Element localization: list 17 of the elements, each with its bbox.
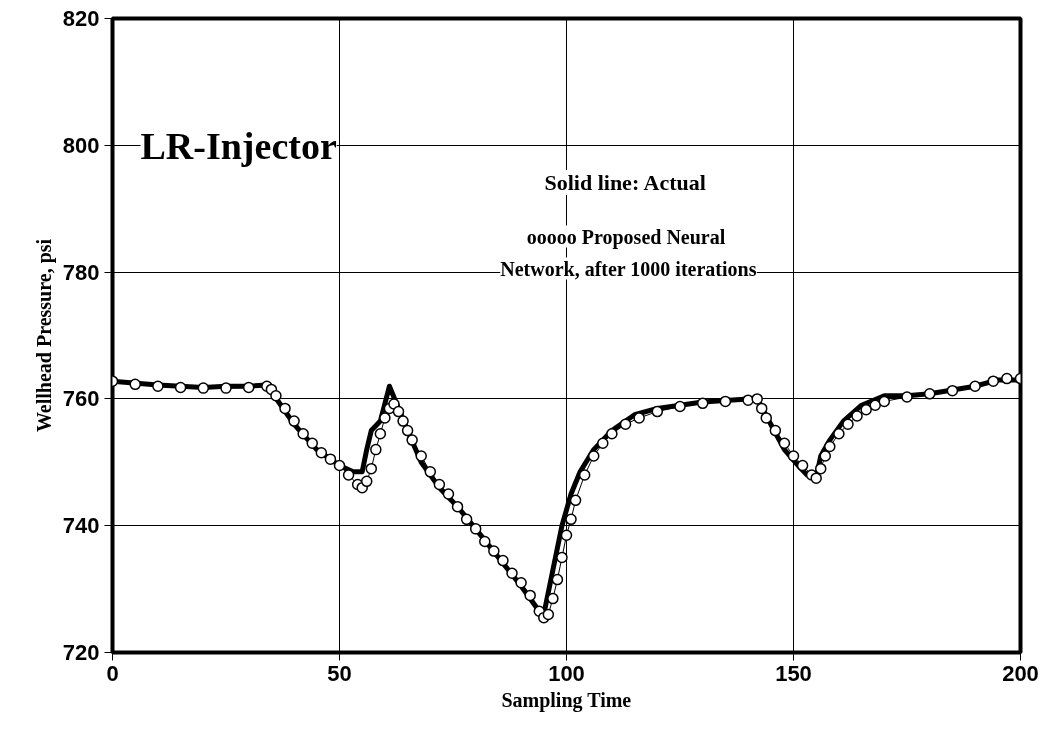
x-axis-title: Sampling Time [501, 688, 632, 712]
x-tick-label: 0 [106, 660, 119, 686]
y-tick-label: 820 [62, 6, 100, 31]
y-axis-title: Wellhead Pressure, psi [32, 238, 56, 433]
y-tick-label: 760 [62, 386, 100, 412]
annotation: Network, after 1000 iterations [500, 257, 757, 280]
annotation: Solid line: Actual [544, 170, 706, 195]
y-tick-label: 780 [62, 259, 100, 285]
annotation: LR-Injector [140, 124, 337, 167]
x-tick-label: 50 [327, 660, 352, 686]
y-tick-label: 800 [62, 132, 100, 158]
x-tick-label: 200 [1002, 660, 1039, 686]
y-tick-label: 740 [62, 513, 100, 539]
y-tick-label: 720 [62, 640, 100, 665]
x-tick-label: 100 [548, 660, 585, 686]
annotation: ooooo Proposed Neural [526, 225, 726, 249]
x-tick-label: 150 [775, 660, 812, 686]
